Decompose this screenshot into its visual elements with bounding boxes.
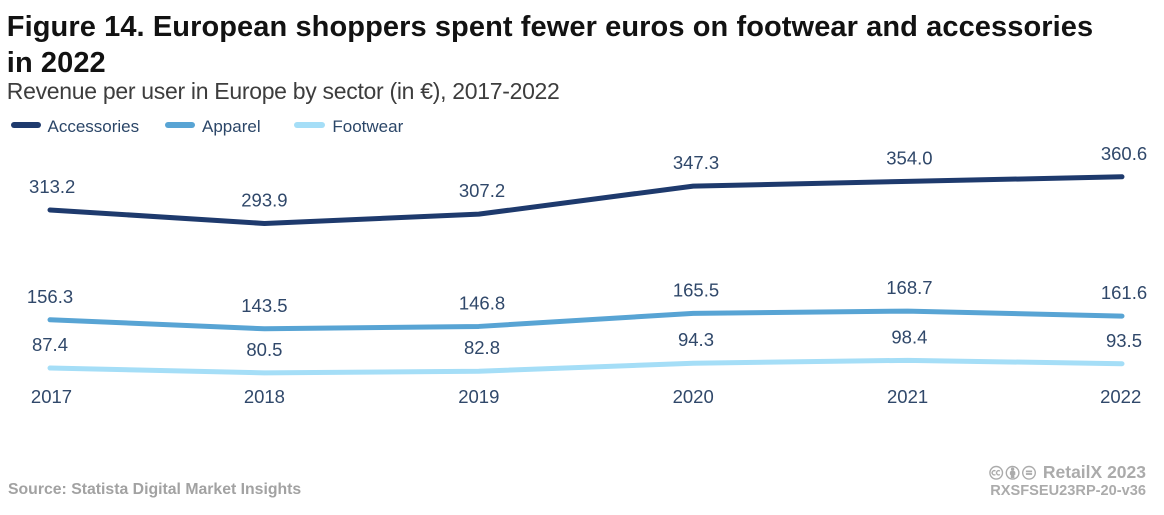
svg-text:2017: 2017	[31, 386, 72, 407]
svg-text:354.0: 354.0	[886, 147, 932, 168]
svg-text:93.5: 93.5	[1106, 330, 1142, 351]
svg-text:94.3: 94.3	[678, 329, 714, 350]
svg-text:2022: 2022	[1100, 386, 1141, 407]
svg-text:347.3: 347.3	[673, 152, 719, 173]
svg-text:307.2: 307.2	[459, 180, 505, 201]
svg-text:360.6: 360.6	[1101, 143, 1147, 164]
svg-text:161.6: 161.6	[1101, 282, 1147, 303]
svg-text:313.2: 313.2	[29, 176, 75, 197]
svg-text:146.8: 146.8	[459, 292, 505, 313]
svg-text:2020: 2020	[673, 386, 714, 407]
svg-text:293.9: 293.9	[241, 190, 287, 211]
svg-text:2018: 2018	[244, 386, 285, 407]
svg-text:168.7: 168.7	[886, 277, 932, 298]
svg-text:156.3: 156.3	[27, 286, 73, 307]
svg-text:165.5: 165.5	[673, 279, 719, 300]
svg-text:2021: 2021	[887, 386, 928, 407]
svg-text:2019: 2019	[458, 386, 499, 407]
svg-text:87.4: 87.4	[32, 334, 68, 355]
svg-text:98.4: 98.4	[891, 326, 927, 347]
svg-text:143.5: 143.5	[241, 295, 287, 316]
svg-text:82.8: 82.8	[464, 337, 500, 358]
svg-text:80.5: 80.5	[246, 339, 282, 360]
